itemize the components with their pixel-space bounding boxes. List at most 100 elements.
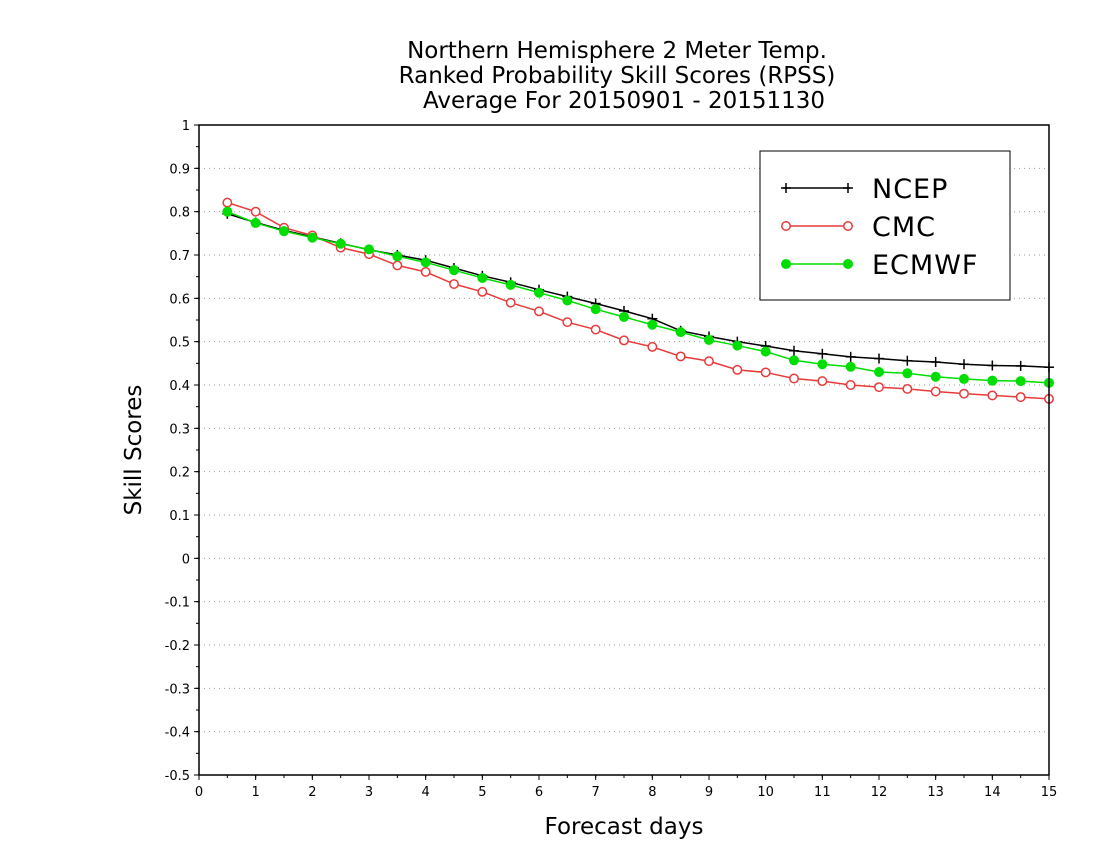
legend: NCEP CMC ECMWF bbox=[759, 150, 1011, 301]
data-point-ecmwf bbox=[1015, 376, 1026, 387]
data-point-ecmwf bbox=[505, 279, 516, 290]
y-tick-label: -0.5 bbox=[165, 769, 190, 784]
data-point-ecmwf bbox=[987, 375, 998, 386]
data-point-ecmwf bbox=[874, 367, 884, 377]
data-point-ecmwf bbox=[675, 327, 686, 338]
data-point-cmc bbox=[675, 351, 686, 362]
x-tick-label: 13 bbox=[927, 785, 944, 800]
y-tick-label: 0.5 bbox=[169, 336, 190, 351]
data-point-ncep bbox=[874, 353, 884, 364]
series-cmc bbox=[222, 197, 1054, 404]
data-point-ecmwf bbox=[307, 232, 318, 243]
data-point-cmc bbox=[817, 376, 828, 387]
data-point-cmc bbox=[987, 390, 998, 401]
legend-entry-ncep: NCEP bbox=[781, 174, 947, 205]
data-point-ecmwf bbox=[222, 206, 233, 217]
data-point-ecmwf bbox=[392, 251, 403, 262]
data-point-ecmwf bbox=[477, 272, 488, 283]
data-point-cmc bbox=[647, 341, 658, 352]
data-point-cmc bbox=[789, 373, 799, 384]
data-point-ncep bbox=[845, 351, 856, 362]
legend-entry-ecmwf: ECMWF bbox=[781, 250, 978, 281]
data-point-ecmwf bbox=[845, 361, 856, 372]
series-ecmwf bbox=[222, 206, 1054, 388]
legend-marker bbox=[781, 183, 791, 193]
data-point-cmc bbox=[420, 266, 431, 277]
x-tick-label: 14 bbox=[984, 785, 1001, 800]
data-point-cmc bbox=[732, 364, 743, 375]
y-tick-label: -0.1 bbox=[165, 596, 190, 611]
data-point-cmc bbox=[959, 388, 969, 399]
y-tick-label: -0.2 bbox=[165, 639, 190, 654]
data-point-ecmwf bbox=[420, 257, 431, 268]
data-point-cmc bbox=[760, 367, 771, 378]
x-tick-label: 3 bbox=[365, 785, 373, 800]
y-tick-label: 0.7 bbox=[169, 249, 190, 264]
x-tick-label: 4 bbox=[422, 785, 430, 800]
x-tick-label: 8 bbox=[648, 785, 656, 800]
y-tick-label: 0.3 bbox=[169, 422, 190, 437]
x-tick-label: 5 bbox=[478, 785, 486, 800]
data-point-ecmwf bbox=[562, 295, 573, 306]
data-point-ncep bbox=[930, 357, 941, 368]
y-axis-label: Skill Scores bbox=[121, 385, 147, 516]
title-line-1: Northern Hemisphere 2 Meter Temp. bbox=[407, 38, 827, 64]
legend-label: CMC bbox=[872, 212, 936, 243]
x-tick-label: 10 bbox=[757, 785, 774, 800]
data-point-ecmwf bbox=[590, 304, 601, 315]
data-point-ncep bbox=[902, 355, 913, 366]
data-point-ncep bbox=[987, 360, 998, 371]
y-tick-label: -0.4 bbox=[165, 726, 190, 741]
data-point-cmc bbox=[590, 324, 601, 335]
data-point-ecmwf bbox=[647, 319, 658, 330]
data-point-ecmwf bbox=[364, 244, 374, 255]
data-point-ecmwf bbox=[250, 217, 261, 228]
data-point-cmc bbox=[902, 383, 913, 394]
data-point-ecmwf bbox=[704, 334, 714, 345]
x-tick-label: 9 bbox=[705, 785, 713, 800]
title-line-3: Average For 20150901 - 20151130 bbox=[423, 88, 825, 114]
x-tick-label: 12 bbox=[871, 785, 888, 800]
data-point-ecmwf bbox=[760, 346, 771, 357]
y-tick-label: 0.6 bbox=[169, 292, 190, 307]
data-point-ecmwf bbox=[930, 371, 941, 382]
data-point-ecmwf bbox=[534, 287, 544, 298]
legend-entry-cmc: CMC bbox=[781, 212, 936, 243]
title-line-2: Ranked Probability Skill Scores (RPSS) bbox=[399, 63, 836, 89]
y-tick-label: -0.3 bbox=[165, 682, 190, 697]
data-point-ncep bbox=[789, 345, 799, 356]
x-tick-label: 1 bbox=[252, 785, 260, 800]
data-point-ecmwf bbox=[619, 311, 629, 322]
legend-marker bbox=[781, 221, 791, 231]
legend-marker bbox=[843, 221, 853, 231]
data-point-cmc bbox=[534, 306, 544, 317]
data-point-cmc bbox=[704, 356, 714, 367]
data-point-cmc bbox=[1015, 392, 1026, 403]
x-tick-label: 15 bbox=[1041, 785, 1058, 800]
data-point-ncep bbox=[1015, 360, 1026, 371]
x-tick-label: 2 bbox=[308, 785, 316, 800]
data-point-ncep bbox=[817, 348, 828, 359]
legend-marker bbox=[843, 183, 853, 193]
data-point-ecmwf bbox=[279, 226, 289, 237]
y-tick-label: 0 bbox=[182, 552, 190, 567]
data-point-ecmwf bbox=[732, 340, 743, 351]
data-point-ecmwf bbox=[335, 238, 346, 249]
y-tick-label: 0.4 bbox=[169, 379, 190, 394]
data-point-cmc bbox=[449, 279, 459, 289]
data-point-cmc bbox=[477, 286, 488, 297]
y-tick-label: 0.2 bbox=[169, 466, 190, 481]
data-point-cmc bbox=[250, 206, 261, 217]
data-point-ecmwf bbox=[902, 368, 913, 379]
data-point-ecmwf bbox=[789, 355, 799, 366]
x-axis-ticks: 0 1 2 3 4 5 6 7 8 9 10 11 12 13 14 15 bbox=[195, 775, 1057, 800]
x-tick-label: 7 bbox=[592, 785, 600, 800]
data-point-ecmwf bbox=[449, 265, 459, 276]
data-point-cmc bbox=[874, 382, 884, 393]
data-point-cmc bbox=[619, 335, 629, 346]
data-point-ncep bbox=[959, 359, 969, 370]
data-point-ecmwf bbox=[817, 359, 828, 370]
legend-label: ECMWF bbox=[872, 250, 978, 281]
y-axis-ticks: 1 0.9 0.8 0.7 0.6 0.5 0.4 0.3 0.2 0.1 0 -0.1 -0.2 -0.… bbox=[165, 119, 199, 784]
legend-marker bbox=[781, 259, 791, 269]
